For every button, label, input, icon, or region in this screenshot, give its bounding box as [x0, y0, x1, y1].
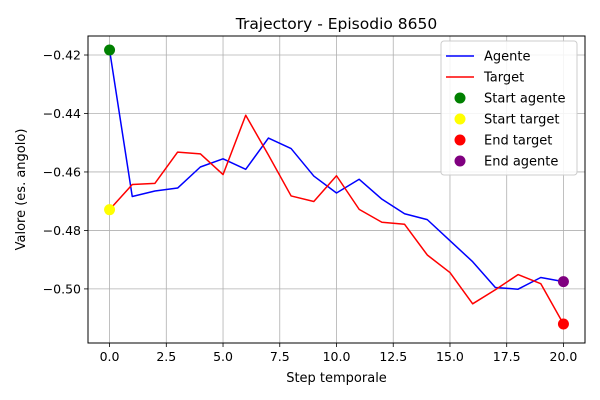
x-tick-label: 12.5 [379, 349, 407, 364]
legend-swatch-end-agente [454, 155, 466, 167]
x-tick-label: 0.0 [100, 349, 120, 364]
x-tick-label: 2.5 [156, 349, 176, 364]
legend-swatch-start-target [454, 113, 466, 125]
point-start-agente [104, 44, 116, 56]
legend-label-target: Target [483, 71, 524, 86]
y-tick-label: −0.42 [43, 48, 81, 63]
x-axis-ticks: 0.0 2.5 5.0 7.5 10.0 12.5 15.0 17.5 20.0 [100, 343, 578, 364]
y-tick-label: −0.44 [43, 106, 81, 121]
series-lines [108, 49, 565, 325]
legend-label-agente: Agente [484, 50, 530, 65]
x-tick-label: 5.0 [213, 349, 233, 364]
legend-label-end-agente: End agente [484, 155, 558, 170]
chart-title: Trajectory - Episodio 8650 [235, 15, 437, 33]
point-end-agente [557, 276, 569, 288]
legend-swatch-end-target [454, 134, 466, 146]
series-points [104, 44, 569, 330]
legend-label-start-agente: Start agente [484, 92, 565, 107]
x-tick-label: 20.0 [550, 349, 578, 364]
series-line-target [109, 114, 565, 325]
legend-label-start-target: Start target [484, 113, 559, 128]
x-tick-label: 10.0 [323, 349, 351, 364]
y-tick-label: −0.48 [43, 223, 81, 238]
point-end-target [557, 318, 569, 330]
legend: Agente Target Start agente Start target End … [440, 40, 578, 176]
x-tick-label: 17.5 [493, 349, 521, 364]
y-axis-ticks: −0.50 −0.48 −0.46 −0.44 −0.42 [43, 48, 88, 296]
x-tick-label: 7.5 [270, 349, 290, 364]
y-tick-label: −0.50 [43, 281, 81, 296]
legend-box [440, 40, 578, 176]
y-axis-label: Valore (es. angolo) [14, 129, 29, 251]
series-line-agente [108, 49, 564, 290]
legend-swatch-start-agente [454, 92, 466, 104]
legend-label-end-target: End target [484, 134, 552, 149]
x-tick-label: 15.0 [436, 349, 464, 364]
y-tick-label: −0.46 [43, 164, 81, 179]
x-axis-label: Step temporale [286, 371, 387, 386]
point-start-target [104, 204, 116, 216]
